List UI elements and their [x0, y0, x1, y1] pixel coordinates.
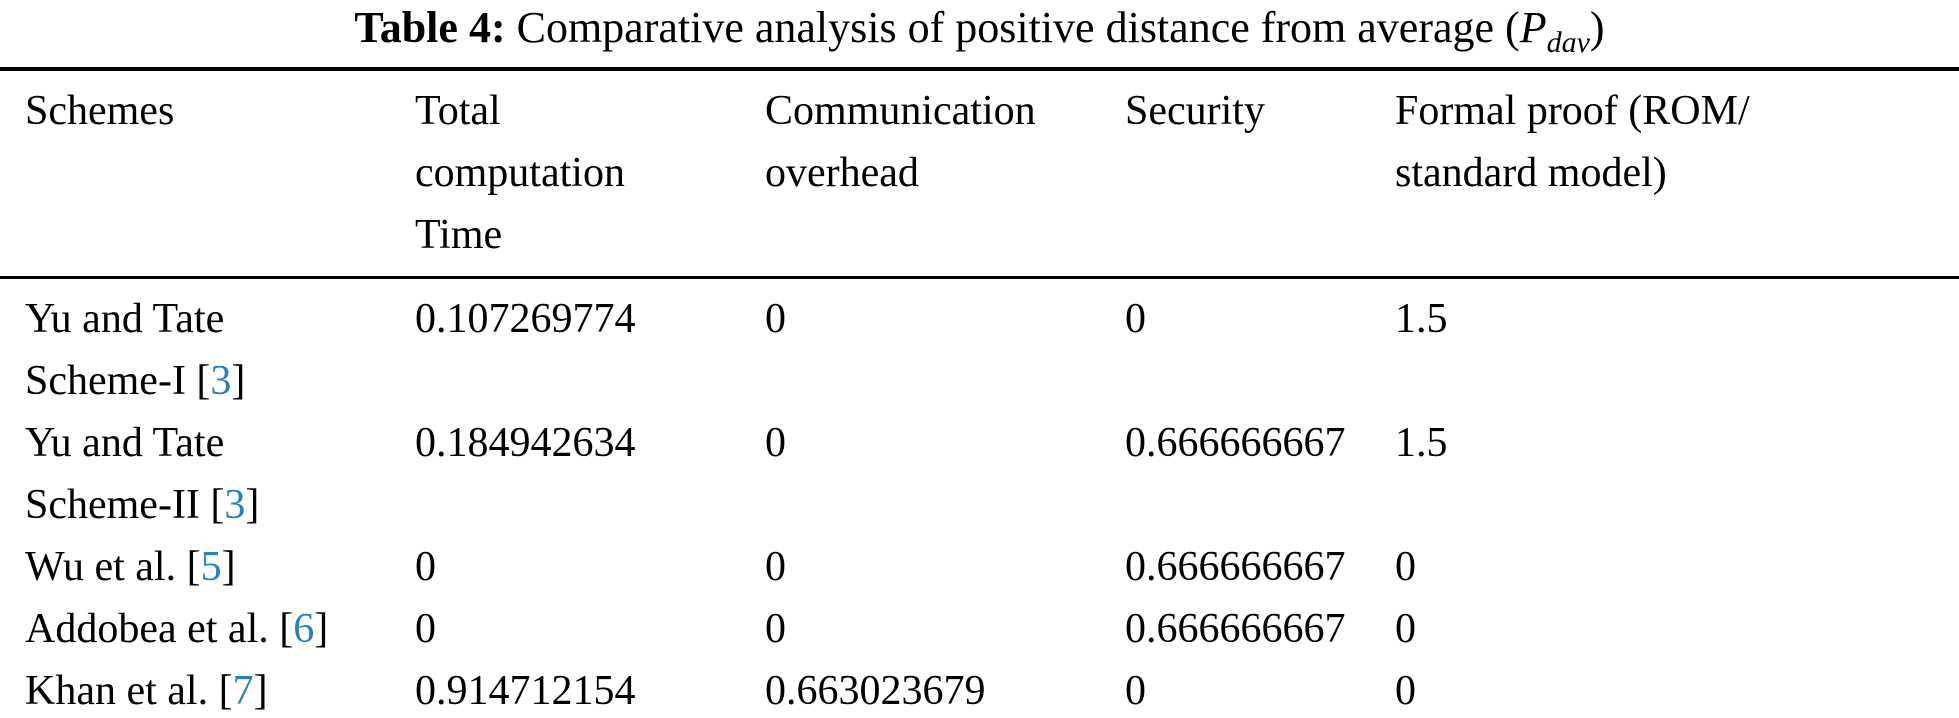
scheme-name: Wu et al. [ — [25, 544, 201, 590]
security-cell: 0.666666667 — [1125, 606, 1346, 652]
formal-proof-cell: 1.5 — [1395, 296, 1448, 342]
scheme-cell: Khan et al. [7] — [0, 660, 415, 718]
total-computation-time-cell: 0.107269774 — [415, 296, 636, 342]
table-row: Addobea et al. [6] 0 0 0.666666667 0 — [0, 598, 1959, 660]
citation-link[interactable]: 3 — [210, 358, 232, 404]
total-computation-time-cell: 0.184942634 — [415, 420, 636, 466]
table-caption-text: Comparative analysis of positive distanc… — [505, 3, 1520, 52]
formal-proof-cell: 0 — [1395, 668, 1416, 714]
formal-proof-cell: 1.5 — [1395, 420, 1448, 466]
scheme-name: Addobea et al. [ — [25, 606, 294, 652]
table-caption-closing: ) — [1589, 3, 1605, 52]
scheme-bracket: ] — [245, 482, 260, 528]
scheme-cell: Wu et al. [5] — [0, 536, 415, 598]
header-row: Schemes Total computation Time Communica… — [0, 69, 1959, 279]
table-body: Yu and Tate Scheme-I [3] 0.107269774 0 0… — [0, 278, 1959, 718]
scheme-name: Yu and Tate Scheme-II [ — [25, 420, 225, 528]
citation-link[interactable]: 3 — [224, 482, 246, 528]
table-caption: Table 4: Comparative analysis of positiv… — [0, 0, 1959, 57]
security-cell: 0 — [1125, 296, 1146, 342]
scheme-cell: Yu and Tate Scheme-II [3] — [0, 412, 415, 536]
scheme-cell: Yu and Tate Scheme-I [3] — [0, 278, 415, 413]
header-security: Security — [1125, 69, 1395, 279]
security-cell: 0.666666667 — [1125, 420, 1346, 466]
math-subscript: dav — [1546, 25, 1590, 59]
total-computation-time-cell: 0.914712154 — [415, 668, 636, 714]
math-variable: P — [1519, 3, 1547, 52]
communication-overhead-cell: 0 — [765, 544, 786, 590]
total-computation-time-cell: 0 — [415, 544, 436, 590]
header-communication-overhead: Communication overhead — [765, 69, 1125, 279]
table-row: Wu et al. [5] 0 0 0.666666667 0 — [0, 536, 1959, 598]
scheme-name: Yu and Tate Scheme-I [ — [25, 296, 225, 404]
table-caption-number: Table 4: — [354, 3, 506, 52]
header-total-computation-time: Total computation Time — [415, 69, 765, 279]
citation-link[interactable]: 5 — [200, 544, 222, 590]
communication-overhead-cell: 0 — [765, 420, 786, 466]
communication-overhead-cell: 0 — [765, 296, 786, 342]
scheme-bracket: ] — [221, 544, 236, 590]
communication-overhead-cell: 0.663023679 — [765, 668, 986, 714]
header-formal-proof: Formal proof (ROM/ standard model) — [1395, 69, 1959, 279]
scheme-bracket: ] — [253, 668, 268, 714]
citation-link[interactable]: 7 — [232, 668, 254, 714]
total-computation-time-cell: 0 — [415, 606, 436, 652]
scheme-cell: Addobea et al. [6] — [0, 598, 415, 660]
citation-link[interactable]: 6 — [293, 606, 315, 652]
scheme-bracket: ] — [231, 358, 246, 404]
communication-overhead-cell: 0 — [765, 606, 786, 652]
table-row: Yu and Tate Scheme-II [3] 0.184942634 0 … — [0, 412, 1959, 536]
scheme-name: Khan et al. [ — [25, 668, 233, 714]
formal-proof-cell: 0 — [1395, 544, 1416, 590]
formal-proof-cell: 0 — [1395, 606, 1416, 652]
comparison-table: Schemes Total computation Time Communica… — [0, 67, 1959, 718]
table-row: Yu and Tate Scheme-I [3] 0.107269774 0 0… — [0, 278, 1959, 413]
scheme-bracket: ] — [314, 606, 329, 652]
header-schemes: Schemes — [0, 69, 415, 279]
security-cell: 0 — [1125, 668, 1146, 714]
security-cell: 0.666666667 — [1125, 544, 1346, 590]
table-row: Khan et al. [7] 0.914712154 0.663023679 … — [0, 660, 1959, 718]
